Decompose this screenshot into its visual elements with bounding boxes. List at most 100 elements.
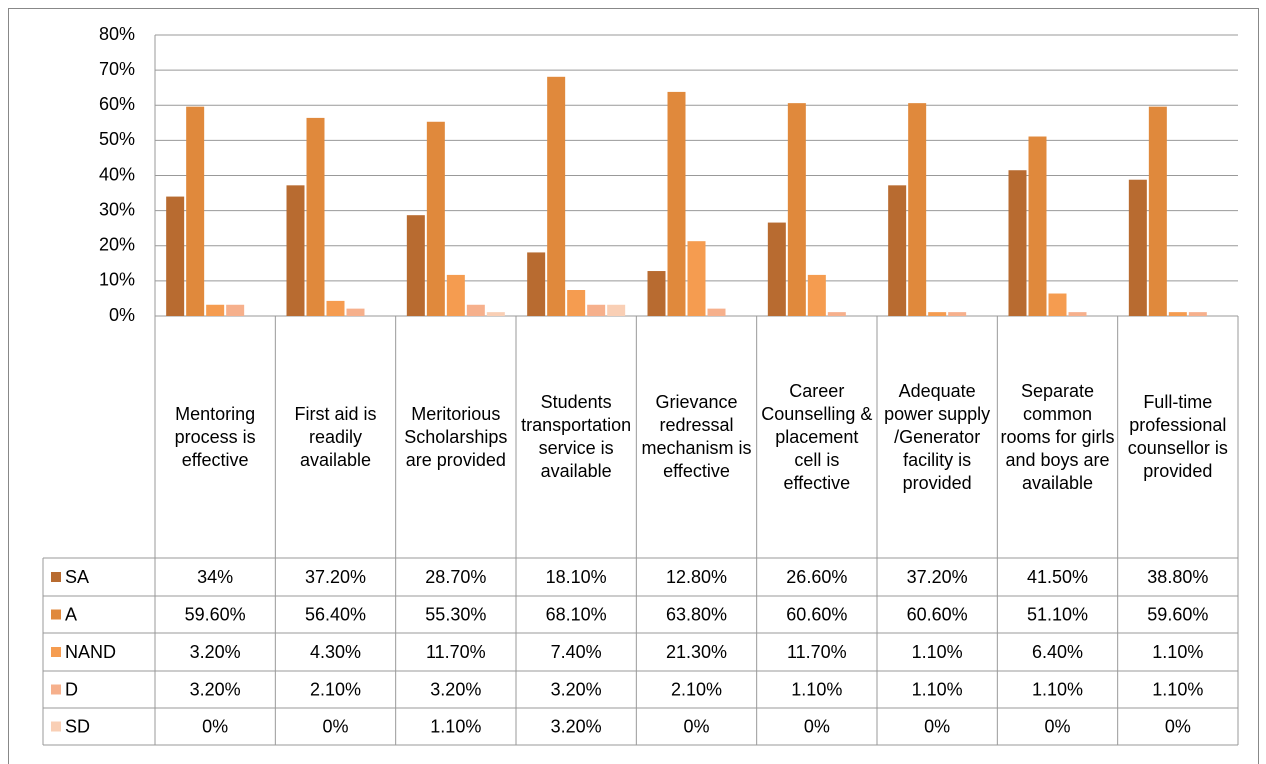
x-tick-label: Meritorious Scholarships are provided	[404, 403, 508, 470]
table-value: 12.80%	[666, 567, 727, 587]
bar	[466, 304, 485, 316]
x-tick-label: Grievance redressal mechanism is effecti…	[641, 392, 752, 481]
bar	[667, 91, 686, 316]
table-value: 59.60%	[1147, 604, 1208, 624]
bar	[607, 304, 626, 316]
bar	[206, 304, 225, 316]
bar	[888, 185, 907, 316]
legend-label: SD	[65, 716, 90, 736]
table-value: 55.30%	[425, 604, 486, 624]
bar	[948, 312, 967, 316]
table-value: 60.60%	[907, 604, 968, 624]
table-value: 1.10%	[1152, 642, 1203, 662]
table-value: 3.20%	[551, 679, 602, 699]
bar	[1028, 136, 1047, 316]
bar	[1188, 312, 1207, 316]
y-tick-label: 50%	[99, 129, 135, 149]
table-value: 41.50%	[1027, 567, 1088, 587]
bar	[426, 121, 445, 316]
bar	[827, 312, 846, 316]
x-tick-label: Separate common rooms for girls and boys…	[1000, 380, 1115, 493]
bar	[186, 106, 205, 316]
legend-swatch	[51, 721, 61, 732]
bar	[687, 241, 706, 316]
table-value: 0%	[1165, 716, 1191, 736]
table-value: 0%	[322, 716, 348, 736]
bar	[567, 290, 586, 316]
legend-swatch	[51, 572, 61, 582]
bar	[166, 196, 185, 316]
frame	[8, 8, 1259, 764]
bar	[908, 103, 927, 316]
table-value: 0%	[1044, 716, 1070, 736]
y-tick-label: 70%	[99, 59, 135, 79]
bar	[1168, 312, 1187, 316]
legend-swatch	[51, 647, 61, 657]
x-tick-label: Adequate power supply /Generator facilit…	[884, 380, 991, 493]
table-value: 0%	[804, 716, 830, 736]
bar	[286, 185, 305, 316]
table-value: 34%	[197, 567, 233, 587]
x-tick-label: First aid is readily available	[294, 403, 377, 470]
y-tick-label: 40%	[99, 164, 135, 184]
bar	[306, 117, 325, 317]
table-value: 6.40%	[1032, 642, 1083, 662]
bar	[326, 300, 345, 316]
bar	[928, 312, 947, 316]
table-value: 3.20%	[190, 642, 241, 662]
bar	[527, 252, 546, 316]
table-value: 0%	[683, 716, 709, 736]
legend-label: A	[65, 604, 77, 624]
bar	[446, 274, 465, 316]
table-value: 1.10%	[430, 716, 481, 736]
bar	[547, 76, 566, 316]
table-value: 2.10%	[310, 679, 361, 699]
x-tick-label: Career Counselling & placement cell is e…	[761, 380, 873, 493]
table-value: 1.10%	[912, 679, 963, 699]
table-value: 63.80%	[666, 604, 727, 624]
table-value: 11.70%	[426, 642, 486, 662]
y-tick-label: 30%	[99, 199, 135, 219]
table-value: 28.70%	[425, 567, 486, 587]
bar	[1008, 170, 1027, 316]
y-tick-label: 60%	[99, 94, 135, 114]
x-tick-label: Full-time professional counsellor is pro…	[1127, 392, 1228, 481]
bar	[1048, 293, 1067, 316]
y-tick-label: 20%	[99, 235, 135, 255]
x-tick-label: Mentoring process is effective	[174, 403, 256, 470]
table-value: 0%	[202, 716, 228, 736]
table-value: 18.10%	[546, 567, 607, 587]
bar	[767, 222, 786, 316]
table-value: 0%	[924, 716, 950, 736]
legend-label: NAND	[65, 642, 116, 662]
y-tick-label: 80%	[99, 24, 135, 44]
table-value: 11.70%	[787, 642, 847, 662]
legend-swatch	[51, 609, 61, 620]
table-value: 1.10%	[791, 679, 842, 699]
table-value: 59.60%	[185, 604, 246, 624]
table-value: 4.30%	[310, 642, 361, 662]
table-value: 7.40%	[551, 642, 602, 662]
table-value: 1.10%	[1152, 679, 1203, 699]
bar	[486, 312, 505, 316]
table-value: 1.10%	[912, 642, 963, 662]
bar	[1068, 312, 1087, 316]
table-value: 56.40%	[305, 604, 366, 624]
table-value: 2.10%	[671, 679, 722, 699]
table-value: 51.10%	[1027, 604, 1088, 624]
table-value: 37.20%	[305, 567, 366, 587]
y-tick-label: 0%	[109, 305, 135, 325]
bar	[1148, 106, 1167, 316]
table-value: 3.20%	[551, 716, 602, 736]
x-tick-label: Students transportation service is avail…	[521, 392, 632, 481]
table-value: 1.10%	[1032, 679, 1083, 699]
table-value: 26.60%	[786, 567, 847, 587]
bar	[406, 215, 425, 316]
table-value: 60.60%	[786, 604, 847, 624]
bar	[226, 304, 245, 316]
table-value: 37.20%	[907, 567, 968, 587]
table-value: 38.80%	[1147, 567, 1208, 587]
bar	[787, 103, 806, 316]
